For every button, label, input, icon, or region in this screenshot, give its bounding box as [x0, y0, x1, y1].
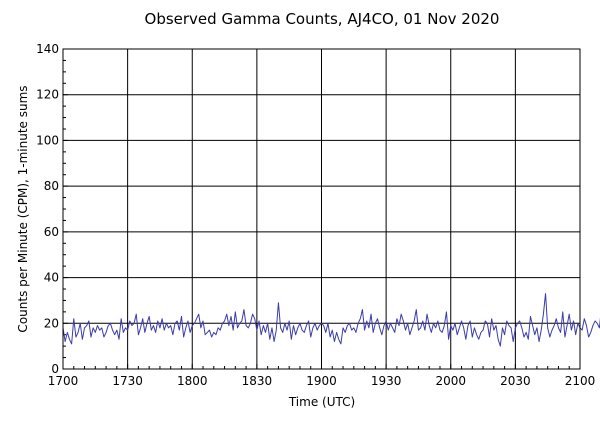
y-tick-label: 140 — [36, 42, 59, 56]
x-tick-label: 2100 — [565, 374, 596, 388]
y-axis-label: Counts per Minute (CPM), 1-minute sums — [16, 85, 30, 332]
x-tick-label: 1900 — [306, 374, 337, 388]
y-tick-label: 40 — [44, 271, 59, 285]
y-tick-label: 80 — [44, 179, 59, 193]
x-tick-label: 1700 — [48, 374, 79, 388]
grid — [62, 48, 581, 370]
series-line-layer — [62, 293, 600, 347]
x-axis-label: Time (UTC) — [288, 395, 355, 409]
y-tick-label: 120 — [36, 88, 59, 102]
y-tick-label: 60 — [44, 225, 59, 239]
y-tick-label: 20 — [44, 316, 59, 330]
x-tick-label: 2000 — [435, 374, 466, 388]
x-tick-label: 1730 — [112, 374, 143, 388]
x-tick-labels: 1700 1730 1800 1830 1900 1930 2000 2030 2100 — [48, 374, 596, 388]
y-tick-labels: 0 20 40 60 80 100 120 140 — [36, 42, 59, 376]
y-tick-label: 100 — [36, 133, 59, 147]
x-tick-label: 1830 — [242, 374, 273, 388]
chart-title: Observed Gamma Counts, AJ4CO, 01 Nov 202… — [145, 10, 500, 28]
x-tick-label: 1800 — [177, 374, 208, 388]
y-tick-label: 0 — [51, 362, 59, 376]
series-line-0 — [62, 293, 600, 347]
plot-frame — [62, 48, 581, 370]
x-tick-label: 1930 — [371, 374, 402, 388]
x-tick-label: 2030 — [500, 374, 531, 388]
